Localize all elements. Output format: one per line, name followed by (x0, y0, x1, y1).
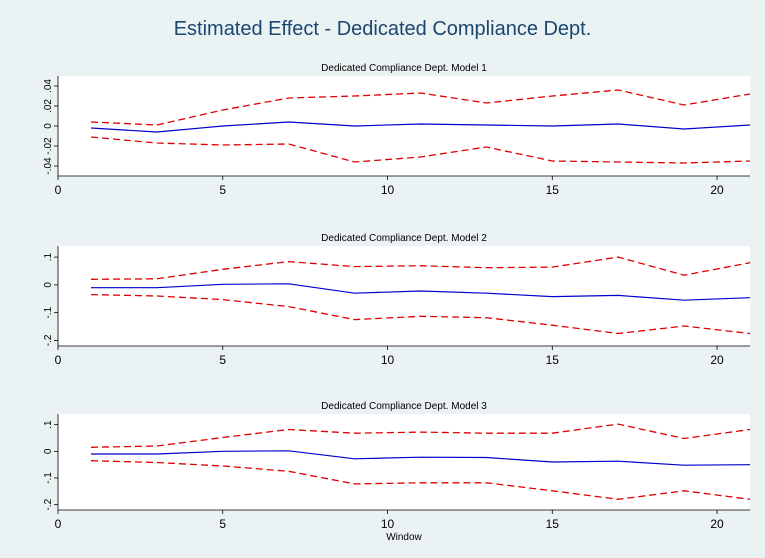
panel2-y-tick-label: .1 (43, 253, 54, 262)
panel2-x-tick-label: 5 (219, 353, 226, 367)
panel2-x-tick-label: 15 (546, 353, 560, 367)
panel2-x-tick-label: 0 (55, 353, 62, 367)
panel3-y-tick-label: .1 (43, 420, 54, 429)
panel2-x-tick-label: 10 (381, 353, 395, 367)
panel1-x-tick-label: 15 (546, 183, 560, 197)
panel1-y-tick-label: .04 (43, 79, 54, 93)
panel1-y-tick-label: .02 (43, 99, 54, 113)
panel3-x-tick-label: 10 (381, 517, 395, 531)
panel3-x-tick-label: 15 (546, 517, 560, 531)
panel3-estimate-line (91, 450, 751, 466)
panel1-estimate-line (90, 121, 751, 133)
panel2-y-tick-label: -.1 (43, 306, 54, 318)
panel2-upper-ci-line (90, 256, 751, 280)
panel3-y-tick-label: -.1 (43, 472, 54, 484)
panel1-x-tick-label: 0 (55, 183, 62, 197)
panel1-upper-ci-line (90, 89, 751, 126)
panel2-y-tick-label: -.2 (43, 334, 54, 346)
panel1-x-tick-label: 20 (710, 183, 724, 197)
panel3-x-tick-label: 20 (710, 517, 724, 531)
panel1-title: Dedicated Compliance Dept. Model 1 (321, 63, 487, 74)
panel3-x-tick-label: 5 (219, 517, 226, 531)
panel3-y-tick-label: -.2 (43, 498, 54, 510)
panel3-lower-ci-line (90, 460, 751, 500)
panel1-x-tick-label: 5 (219, 183, 226, 197)
panel2-x-tick-label: 20 (710, 353, 724, 367)
panel2-y-tick-label: 0 (43, 282, 54, 288)
panel3-plot-area (58, 414, 750, 510)
panel2-lower-ci-line (90, 293, 751, 335)
panel1-y-tick-label: -.02 (43, 137, 54, 155)
panel2-estimate-line (91, 283, 751, 301)
panel1-y-tick-label: -.04 (43, 157, 54, 175)
panel3-x-axis-label: Window (386, 532, 422, 543)
figure-title: Estimated Effect - Dedicated Compliance … (173, 18, 592, 40)
panel1-x-tick-label: 10 (381, 183, 395, 197)
panel1-lower-ci-line (90, 136, 751, 164)
panel1-plot-area (58, 76, 750, 176)
panel1-y-tick-label: 0 (43, 123, 54, 129)
panel3-x-tick-label: 0 (55, 517, 62, 531)
panel3-y-tick-label: 0 (43, 448, 54, 454)
panel3-title: Dedicated Compliance Dept. Model 3 (321, 401, 487, 412)
panel2-title: Dedicated Compliance Dept. Model 2 (321, 233, 487, 244)
panel3-upper-ci-line (90, 423, 751, 448)
